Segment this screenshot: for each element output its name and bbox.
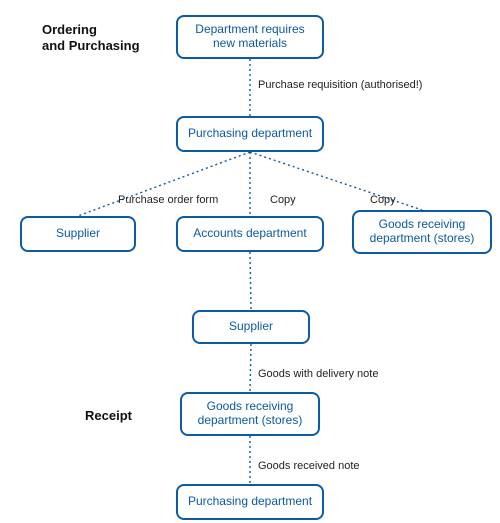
flow-node: Purchasing department <box>176 116 324 152</box>
section-label: Receipt <box>85 408 132 424</box>
flowchart: Orderingand Purchasing Receipt Department … <box>0 0 500 523</box>
connector <box>78 152 250 216</box>
flow-node: Purchasing department <box>176 484 324 520</box>
section-label: Orderingand Purchasing <box>42 22 140 53</box>
flow-node: Supplier <box>20 216 136 252</box>
connector <box>250 252 251 310</box>
edge-label: Goods received note <box>258 460 360 472</box>
connector-layer <box>0 0 500 523</box>
edge-label: Purchase requisition (authorised!) <box>258 79 422 91</box>
edge-label: Purchase order form <box>118 194 218 206</box>
edge-label: Goods with delivery note <box>258 368 378 380</box>
edge-label: Copy <box>370 194 396 206</box>
flow-node: Supplier <box>192 310 310 344</box>
flow-node: Accounts department <box>176 216 324 252</box>
flow-node: Department requiresnew materials <box>176 15 324 59</box>
flow-node: Goods receivingdepartment (stores) <box>352 210 492 254</box>
connector <box>250 344 251 392</box>
edge-label: Copy <box>270 194 296 206</box>
flow-node: Goods receivingdepartment (stores) <box>180 392 320 436</box>
